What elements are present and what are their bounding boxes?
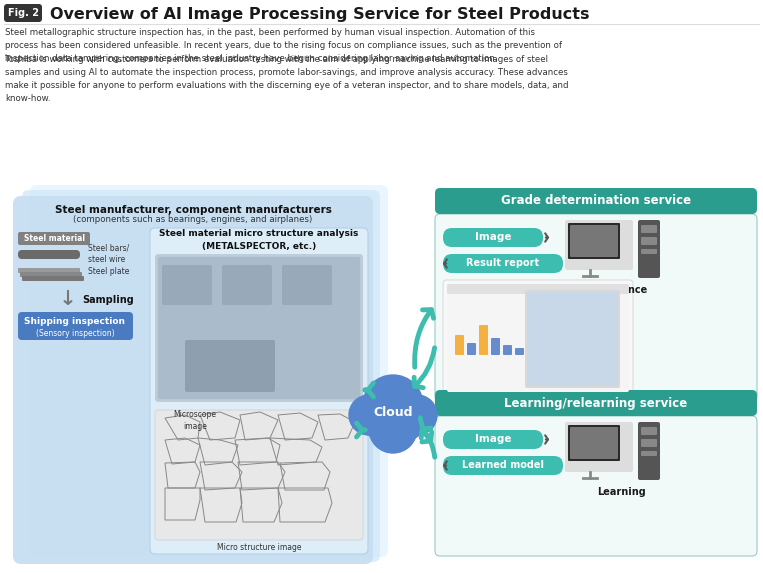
FancyBboxPatch shape [18,232,90,245]
Text: Shipping inspection: Shipping inspection [24,317,125,327]
FancyBboxPatch shape [158,257,360,399]
FancyBboxPatch shape [22,276,84,281]
FancyBboxPatch shape [443,228,543,247]
FancyBboxPatch shape [515,348,524,355]
FancyBboxPatch shape [435,214,757,402]
FancyBboxPatch shape [638,220,660,278]
FancyBboxPatch shape [150,228,368,554]
Text: Overview of AI Image Processing Service for Steel Products: Overview of AI Image Processing Service … [50,6,590,22]
FancyBboxPatch shape [443,456,563,475]
Text: Steel metallographic structure inspection has, in the past, been performed by hu: Steel metallographic structure inspectio… [5,28,562,62]
FancyBboxPatch shape [565,422,633,472]
Text: Steel material: Steel material [24,234,85,243]
Circle shape [349,395,389,435]
FancyBboxPatch shape [641,249,657,254]
FancyBboxPatch shape [157,256,361,400]
Text: Steel bars/
steel wire: Steel bars/ steel wire [88,244,129,264]
FancyBboxPatch shape [641,237,657,245]
FancyBboxPatch shape [13,196,373,564]
Text: Result report: Result report [466,258,539,269]
Text: Image: Image [475,434,511,445]
Text: Image: Image [475,233,511,242]
Text: Microscope
image: Microscope image [173,410,217,431]
Text: Steel plate: Steel plate [88,268,130,277]
Circle shape [397,395,437,435]
FancyBboxPatch shape [20,272,82,277]
Text: (components such as bearings, engines, and airplanes): (components such as bearings, engines, a… [73,215,313,225]
Circle shape [364,406,398,440]
Text: Learning: Learning [597,487,645,497]
Text: Learning/relearning service: Learning/relearning service [504,397,687,410]
FancyBboxPatch shape [443,280,633,396]
FancyBboxPatch shape [18,268,80,273]
FancyBboxPatch shape [18,312,133,340]
FancyBboxPatch shape [641,427,657,435]
FancyBboxPatch shape [568,223,620,259]
FancyBboxPatch shape [568,425,620,461]
FancyBboxPatch shape [30,185,388,557]
Text: Cloud: Cloud [373,406,413,419]
FancyBboxPatch shape [641,451,657,456]
FancyBboxPatch shape [525,290,620,388]
FancyBboxPatch shape [527,292,618,386]
FancyBboxPatch shape [435,416,757,556]
FancyBboxPatch shape [467,343,476,355]
Text: Grade determination service: Grade determination service [501,194,691,207]
Text: Learned model: Learned model [462,461,544,470]
FancyBboxPatch shape [185,340,275,392]
FancyBboxPatch shape [22,190,380,562]
Text: Toshiba is working with customers to perform evaluation testing with the aim of : Toshiba is working with customers to per… [5,55,568,103]
FancyBboxPatch shape [4,4,42,22]
Circle shape [369,405,417,453]
FancyBboxPatch shape [479,325,488,355]
FancyBboxPatch shape [435,188,757,214]
FancyBboxPatch shape [435,390,757,416]
FancyBboxPatch shape [18,250,80,259]
Text: Inference: Inference [595,285,647,295]
FancyBboxPatch shape [491,338,500,355]
FancyBboxPatch shape [222,265,272,305]
FancyBboxPatch shape [641,439,657,447]
Text: Fig. 2: Fig. 2 [8,8,38,18]
FancyBboxPatch shape [443,430,543,449]
Text: Steel material micro structure analysis
(METALSPECTOR, etc.): Steel material micro structure analysis … [159,229,359,250]
FancyBboxPatch shape [565,220,633,270]
Text: Sampling: Sampling [82,295,134,305]
FancyBboxPatch shape [570,225,618,257]
FancyBboxPatch shape [503,345,512,355]
FancyBboxPatch shape [638,422,660,480]
Circle shape [390,406,424,440]
FancyBboxPatch shape [641,225,657,233]
Text: Micro structure image: Micro structure image [217,543,301,552]
FancyBboxPatch shape [155,254,363,402]
FancyBboxPatch shape [447,284,629,392]
Text: (Sensory inspection): (Sensory inspection) [36,328,114,337]
FancyBboxPatch shape [455,335,464,355]
FancyBboxPatch shape [447,284,629,294]
FancyBboxPatch shape [155,410,363,540]
FancyBboxPatch shape [570,427,618,459]
FancyBboxPatch shape [443,254,563,273]
FancyBboxPatch shape [162,265,212,305]
Text: Steel manufacturer, component manufacturers: Steel manufacturer, component manufactur… [55,205,331,215]
FancyBboxPatch shape [282,265,332,305]
Circle shape [363,375,423,435]
